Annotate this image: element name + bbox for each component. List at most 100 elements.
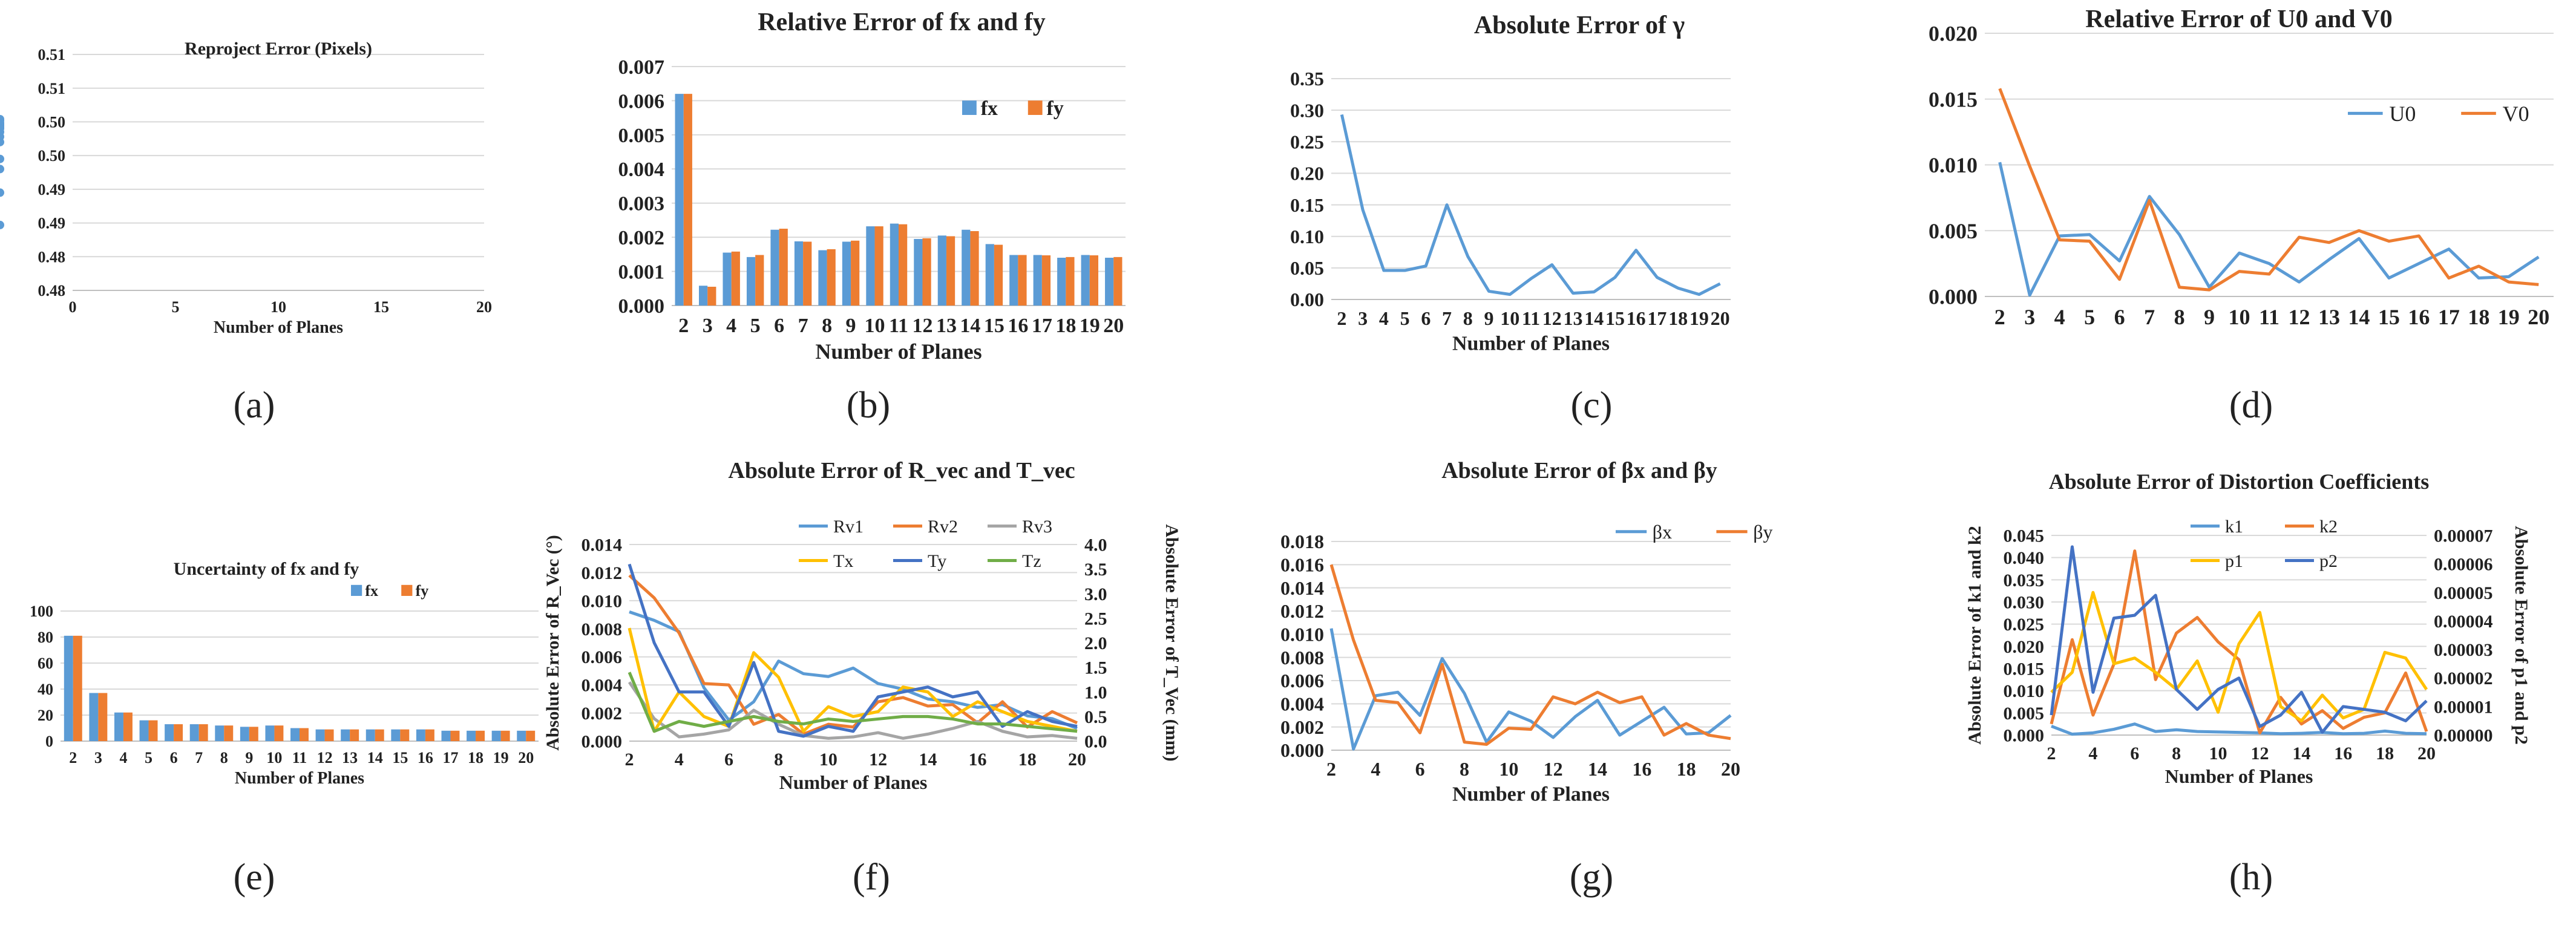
y-tick-label: 0.10	[1290, 226, 1324, 247]
legend-label: fy	[1046, 97, 1063, 120]
y2-tick-label: 0.00000	[2434, 726, 2493, 746]
bar	[148, 720, 158, 741]
x-tick-label: 6	[1415, 758, 1425, 780]
y-tick-label: 0.51	[38, 80, 66, 97]
panel-b: 0.000 0.001 0.002 0.003 0.004 0.005 0.006 0.007…	[618, 8, 1126, 426]
x-tick-label: 16	[2408, 305, 2430, 329]
y-tick-label: 0	[45, 733, 53, 750]
y2-tick-label: 0.00007	[2434, 526, 2493, 546]
y-tick-label: 0.010	[2004, 681, 2045, 701]
series-line	[2050, 590, 2428, 722]
legend-label: k2	[2319, 517, 2338, 537]
x-tick-label: 14	[960, 315, 980, 337]
panel-caption: (h)	[2229, 857, 2273, 898]
y2-tick-label: 0.00002	[2434, 669, 2493, 688]
y-tick-label: 0.000	[2004, 726, 2045, 746]
series-line	[628, 563, 1078, 738]
y-tick-label: 0.002	[618, 227, 665, 249]
x-tick-label: 16	[2334, 744, 2352, 764]
y-tick-label: 0.045	[2004, 526, 2045, 546]
y-tick-label: 0.49	[38, 215, 66, 232]
y-tick-label: 100	[30, 603, 53, 620]
x-tick-label: 19	[493, 749, 509, 767]
legend-label: p2	[2319, 551, 2338, 571]
y2-tick-label: 0.0	[1084, 732, 1107, 752]
x-tick-label: 13	[936, 315, 957, 337]
bar	[914, 238, 923, 306]
x-tick-label: 20	[518, 749, 534, 767]
y2-tick-label: 0.00006	[2434, 555, 2493, 575]
y-tick-label: 0.05	[1290, 257, 1324, 279]
series-line	[629, 610, 1078, 730]
bar	[476, 730, 485, 741]
x-tick-label: 2	[1326, 758, 1336, 780]
y2-tick-label: 0.00004	[2434, 612, 2493, 632]
x-tick-label: 9	[245, 749, 253, 767]
bar	[770, 229, 779, 306]
x-tick-label: 20	[1103, 315, 1124, 337]
x-tick-label: 20	[476, 298, 492, 316]
x-tick-label: 2	[2047, 744, 2056, 764]
x-tick-label: 20	[1721, 758, 1740, 780]
x-tick-label: 16	[418, 749, 433, 767]
y2-tick-label: 0.00005	[2434, 583, 2493, 603]
x-tick-label: 16	[969, 750, 987, 770]
bar	[803, 241, 812, 306]
panel-f: 0.0000.0020.0040.0060.0080.0100.0120.014…	[543, 458, 1182, 898]
series-line	[628, 574, 1078, 736]
x-tick-label: 11	[292, 749, 307, 767]
bar	[240, 727, 249, 741]
y-tick-label: 0.35	[1290, 68, 1324, 90]
legend-label: Tz	[1022, 551, 1041, 571]
bar	[491, 730, 501, 741]
bar	[1018, 255, 1027, 306]
y-tick-label: 0.016	[1280, 554, 1324, 576]
series-line	[1340, 114, 1721, 296]
bar	[937, 235, 946, 306]
bar	[922, 238, 931, 306]
bar	[970, 231, 979, 306]
bar	[425, 729, 434, 741]
x-tick-label: 20	[1711, 307, 1730, 329]
legend-label: U0	[2389, 102, 2416, 126]
y-tick-label: 0.005	[1929, 219, 1978, 243]
legend-label: βy	[1753, 521, 1772, 543]
bar	[341, 729, 350, 741]
y-tick-label: 0.48	[38, 248, 66, 266]
bar	[851, 240, 860, 306]
bar	[500, 730, 510, 741]
chart-title: Uncertainty of fx and fy	[174, 559, 359, 579]
x-tick-label: 12	[2250, 744, 2269, 764]
y-tick-label: 0.010	[1280, 624, 1324, 646]
bar	[517, 730, 526, 741]
y-tick-label: 0.014	[582, 535, 623, 555]
x-tick-label: 4	[2088, 744, 2097, 764]
legend-swatch	[1027, 100, 1043, 115]
series-line	[2050, 545, 2428, 734]
panel-caption: (d)	[2229, 385, 2273, 426]
panel-caption: (e)	[234, 857, 275, 898]
bar	[114, 712, 123, 741]
x-tick-label: 19	[1689, 307, 1709, 329]
panel-e: 0 20 40 60 80 100 2 3 4 5 6 7 8 9 10 11 12 13 14 15 16 17 18 19…	[30, 559, 539, 898]
y-tick-label: 0.008	[582, 620, 623, 639]
y-tick-label: 0.008	[1280, 647, 1324, 669]
x-tick-label: 3	[1358, 307, 1368, 329]
y-tick-label: 0.50	[38, 114, 66, 131]
x-tick-label: 16	[1627, 307, 1646, 329]
bar	[1066, 257, 1075, 306]
bar	[874, 226, 883, 306]
legend-label: fy	[416, 582, 429, 600]
x-tick-label: 16	[1632, 758, 1651, 780]
x-tick-label: 12	[869, 750, 887, 770]
bar	[139, 720, 149, 741]
series-line	[2051, 722, 2427, 736]
bar	[1057, 258, 1066, 306]
bar	[699, 286, 708, 306]
legend-label: p1	[2225, 551, 2243, 571]
x-tick-label: 15	[392, 749, 408, 767]
panel-caption: (f)	[853, 857, 890, 898]
series-line	[1998, 162, 2540, 297]
x-tick-label: 18	[468, 749, 483, 767]
